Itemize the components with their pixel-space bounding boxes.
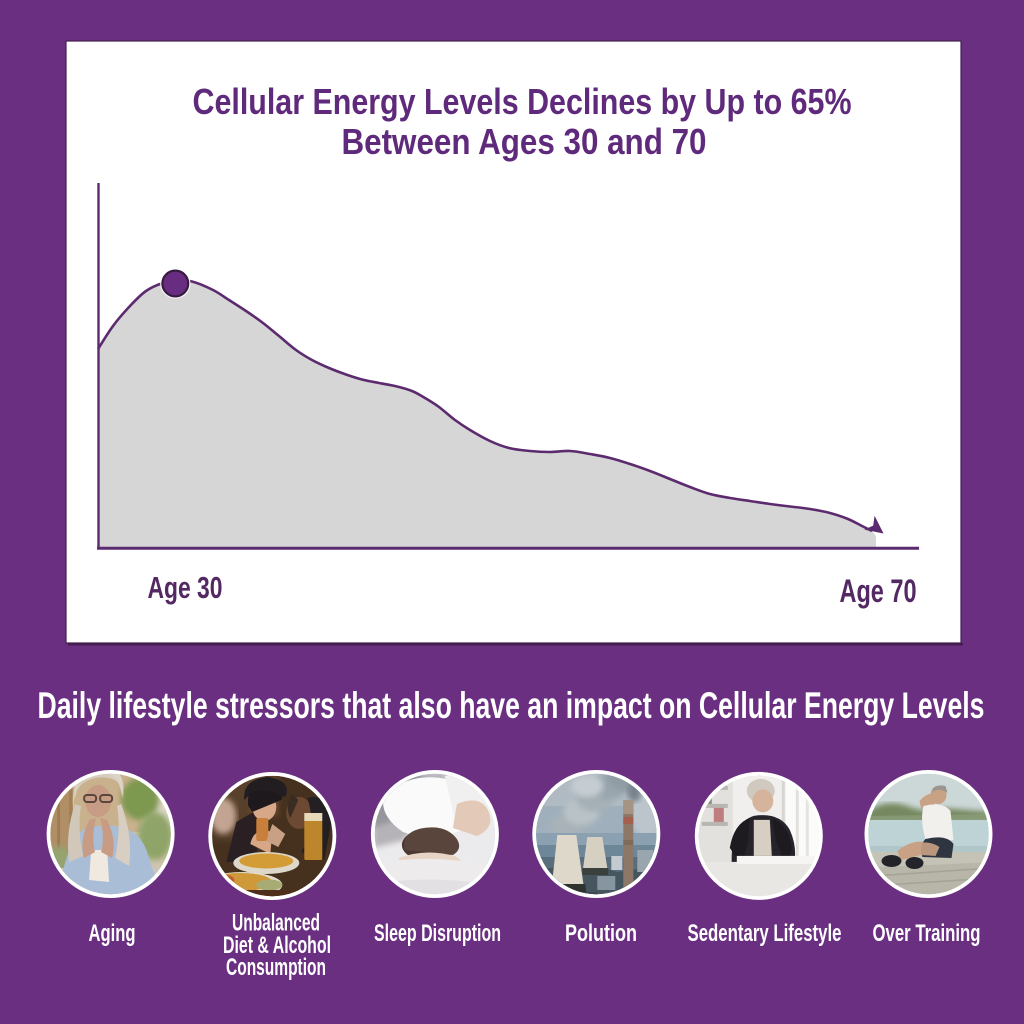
- svg-text:Cellular Energy Levels Decline: Cellular Energy Levels Declines by Up to…: [193, 81, 852, 122]
- svg-text:Daily lifestyle stressors that: Daily lifestyle stressors that also have…: [38, 685, 985, 726]
- svg-text:Aging: Aging: [89, 920, 136, 947]
- svg-text:Age 70: Age 70: [840, 573, 917, 609]
- svg-text:Age 30: Age 30: [148, 570, 223, 605]
- svg-text:Sleep Disruption: Sleep Disruption: [374, 920, 501, 947]
- svg-text:Diet & Alcohol: Diet & Alcohol: [223, 932, 331, 959]
- svg-text:Polution: Polution: [565, 920, 637, 947]
- svg-text:Between Ages 30 and 70: Between Ages 30 and 70: [342, 121, 707, 162]
- svg-text:Over Training: Over Training: [873, 920, 981, 947]
- svg-text:Sedentary Lifestyle: Sedentary Lifestyle: [688, 920, 842, 947]
- svg-text:Consumption: Consumption: [226, 954, 326, 981]
- svg-text:Unbalanced: Unbalanced: [232, 910, 320, 937]
